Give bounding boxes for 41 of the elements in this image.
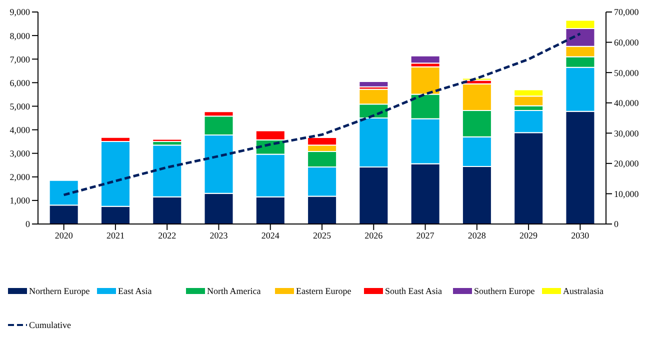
y-tick-label: 1,000 bbox=[10, 196, 30, 206]
line-series bbox=[62, 32, 582, 196]
y-tick-label: 8,000 bbox=[10, 30, 30, 41]
y-tick-label: 6,000 bbox=[10, 78, 30, 88]
x-tick-label: 2022 bbox=[158, 230, 176, 240]
y2-tick-label: 30,000 bbox=[614, 128, 640, 138]
legend-label: South East Asia bbox=[385, 286, 442, 296]
x-tick-label: 2028 bbox=[468, 230, 486, 240]
legend-label: Southern Europe bbox=[474, 286, 535, 296]
y-tick-label: 0 bbox=[26, 219, 30, 230]
y-tick-label: 3,000 bbox=[10, 148, 30, 159]
x-tick-label: 2027 bbox=[416, 230, 435, 240]
y-tick-label: 9,000 bbox=[10, 7, 30, 18]
y2-tick-label: 10,000 bbox=[614, 188, 640, 199]
legend-label: Northern Europe bbox=[29, 286, 90, 296]
y2-tick-label: 70,000 bbox=[614, 7, 640, 18]
x-tick-label: 2029 bbox=[520, 230, 538, 240]
y2-tick-label: 40,000 bbox=[614, 98, 640, 108]
y2-tick-label: 20,000 bbox=[614, 158, 640, 169]
y2-tick-label: 0 bbox=[614, 219, 619, 230]
y-tick-label: 2,000 bbox=[10, 172, 30, 182]
y2-tick-label: 50,000 bbox=[614, 68, 640, 78]
legend-label: East Asia bbox=[118, 286, 152, 296]
y-tick-label: 7,000 bbox=[10, 54, 30, 64]
y-tick-label: 5,000 bbox=[10, 101, 30, 112]
legend-label: Eastern Europe bbox=[296, 286, 352, 296]
x-tick-label: 2026 bbox=[364, 230, 384, 240]
legend-label: North America bbox=[207, 286, 261, 296]
legend-label: Australasia bbox=[563, 286, 604, 296]
x-tick-label: 2020 bbox=[54, 230, 74, 240]
x-tick-label: 2023 bbox=[210, 230, 228, 240]
y2-tick-label: 60,000 bbox=[614, 37, 640, 48]
bar bbox=[358, 80, 389, 88]
bar bbox=[410, 55, 440, 64]
x-tick-label: 2030 bbox=[571, 230, 590, 240]
legend-label: Cumulative bbox=[29, 320, 71, 330]
x-tick-label: 2025 bbox=[313, 230, 332, 240]
x-tick-label: 2024 bbox=[261, 230, 280, 240]
bar bbox=[152, 138, 182, 142]
x-tick-label: 2021 bbox=[106, 230, 124, 240]
y-tick-label: 4,000 bbox=[10, 124, 30, 135]
